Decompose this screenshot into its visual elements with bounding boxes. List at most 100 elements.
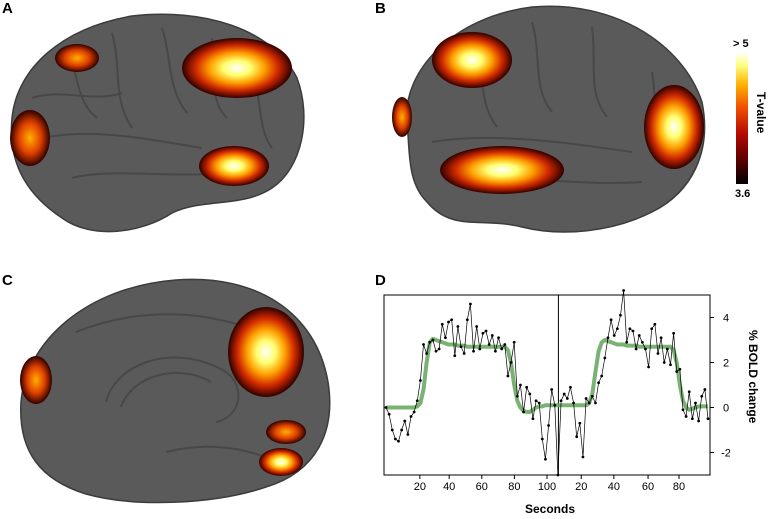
- raw-signal-point: [622, 289, 625, 292]
- raw-signal-point: [462, 352, 466, 355]
- raw-signal-point: [415, 399, 419, 403]
- raw-signal-point: [550, 388, 554, 391]
- raw-signal-point: [534, 399, 538, 403]
- brain-lateral-left-image: [10, 13, 305, 233]
- raw-signal-point: [503, 343, 507, 346]
- raw-signal-point: [650, 327, 654, 331]
- raw-signal-point: [703, 388, 707, 391]
- brain-lateral-right-image: [392, 5, 706, 233]
- raw-signal-point: [403, 419, 407, 423]
- raw-signal-point: [669, 363, 672, 367]
- raw-signal-point: [547, 424, 550, 427]
- raw-signal-point: [390, 428, 394, 432]
- x-tick-label: 80: [508, 481, 520, 493]
- raw-signal-point: [528, 392, 532, 396]
- raw-signal-point: [540, 437, 544, 441]
- raw-signal-point: [465, 318, 469, 322]
- raw-signal-point: [628, 327, 632, 331]
- raw-signal-point: [393, 437, 397, 441]
- raw-signal-point: [437, 347, 441, 351]
- raw-signal-point: [631, 329, 635, 333]
- x-tick-label: 40: [443, 481, 455, 493]
- raw-signal-point: [662, 361, 666, 364]
- x-tick-label: 20: [575, 481, 587, 493]
- raw-signal-point: [640, 340, 644, 344]
- x-tick-label: 40: [608, 481, 620, 493]
- raw-signal-point: [544, 457, 547, 461]
- panel-label-c: C: [2, 272, 13, 289]
- raw-signal-point: [515, 394, 519, 398]
- raw-signal-point: [609, 318, 613, 322]
- raw-signal-point: [644, 347, 647, 351]
- raw-signal-point: [625, 340, 629, 344]
- bold-timecourse-chart: 420-220 40 60 80 100 20 40 60 80: [383, 289, 730, 493]
- raw-signal-point: [659, 336, 663, 340]
- colorbar-max-label: > 5: [733, 38, 749, 50]
- raw-signal-point: [681, 408, 685, 412]
- raw-signal-point: [384, 406, 388, 409]
- raw-signal-point: [481, 331, 485, 335]
- raw-signal-point: [531, 417, 535, 421]
- raw-signal-point: [700, 394, 704, 398]
- raw-signal-point: [694, 401, 697, 405]
- raw-signal-point: [637, 334, 641, 337]
- y-tick-label: -2: [721, 448, 730, 460]
- panel-label-a: A: [2, 0, 13, 17]
- raw-signal-point: [600, 374, 604, 378]
- raw-signal-point: [409, 415, 413, 418]
- raw-signal-point: [418, 379, 422, 382]
- raw-signal-point: [612, 334, 616, 337]
- raw-signal-point: [450, 318, 454, 322]
- raw-signal-point: [565, 397, 569, 400]
- panel-label-d: D: [375, 272, 386, 289]
- raw-signal-point: [587, 401, 591, 405]
- raw-signal-point: [678, 367, 682, 371]
- plot-frame: [383, 294, 711, 476]
- raw-signal-point: [619, 313, 622, 317]
- raw-signal-point: [469, 302, 472, 306]
- raw-signal-point: [506, 374, 510, 378]
- panel-label-b: B: [375, 0, 386, 17]
- y-tick-label: 4: [723, 313, 729, 325]
- raw-signal-point: [634, 347, 638, 351]
- raw-signal-point: [428, 340, 432, 344]
- brain-medial-image: [20, 278, 331, 504]
- raw-signal-point: [509, 361, 513, 364]
- raw-signal-point: [615, 327, 619, 331]
- y-axis-label: % BOLD change: [746, 330, 760, 424]
- raw-signal-point: [456, 325, 460, 328]
- x-tick-label: 80: [673, 481, 685, 493]
- raw-signal-point: [494, 349, 497, 353]
- raw-signal-point: [675, 370, 679, 373]
- raw-signal-point: [562, 392, 566, 396]
- raw-signal-point: [556, 473, 560, 477]
- raw-signal-point: [472, 349, 475, 353]
- raw-signal-point: [406, 433, 410, 436]
- raw-signal-point: [453, 354, 457, 358]
- raw-signal-point: [697, 419, 701, 423]
- colorbar: [736, 52, 748, 184]
- y-tick-label: 0: [723, 403, 729, 415]
- raw-signal-point: [519, 383, 522, 387]
- raw-signal-point: [512, 340, 516, 344]
- raw-signal-point: [687, 390, 691, 394]
- raw-signal-point: [597, 381, 600, 385]
- raw-signal-point: [447, 320, 450, 324]
- raw-signal-point: [603, 356, 607, 360]
- raw-signal-point: [490, 334, 494, 337]
- raw-signal-point: [440, 322, 444, 326]
- raw-signal-point: [684, 415, 688, 418]
- raw-signal-point: [484, 329, 488, 333]
- raw-signal-point: [459, 345, 463, 349]
- raw-signal-point: [665, 347, 669, 351]
- raw-signal-point: [572, 401, 575, 405]
- raw-signal-line: [385, 290, 709, 476]
- raw-signal-point: [500, 347, 504, 351]
- x-tick-label: 100: [538, 481, 556, 493]
- raw-signal-point: [522, 410, 525, 414]
- colorbar-min-label: 3.6: [735, 188, 751, 200]
- model-fit-line: [386, 336, 708, 414]
- raw-signal-point: [425, 352, 429, 355]
- raw-signal-point: [690, 417, 694, 421]
- raw-signal-point: [422, 343, 425, 346]
